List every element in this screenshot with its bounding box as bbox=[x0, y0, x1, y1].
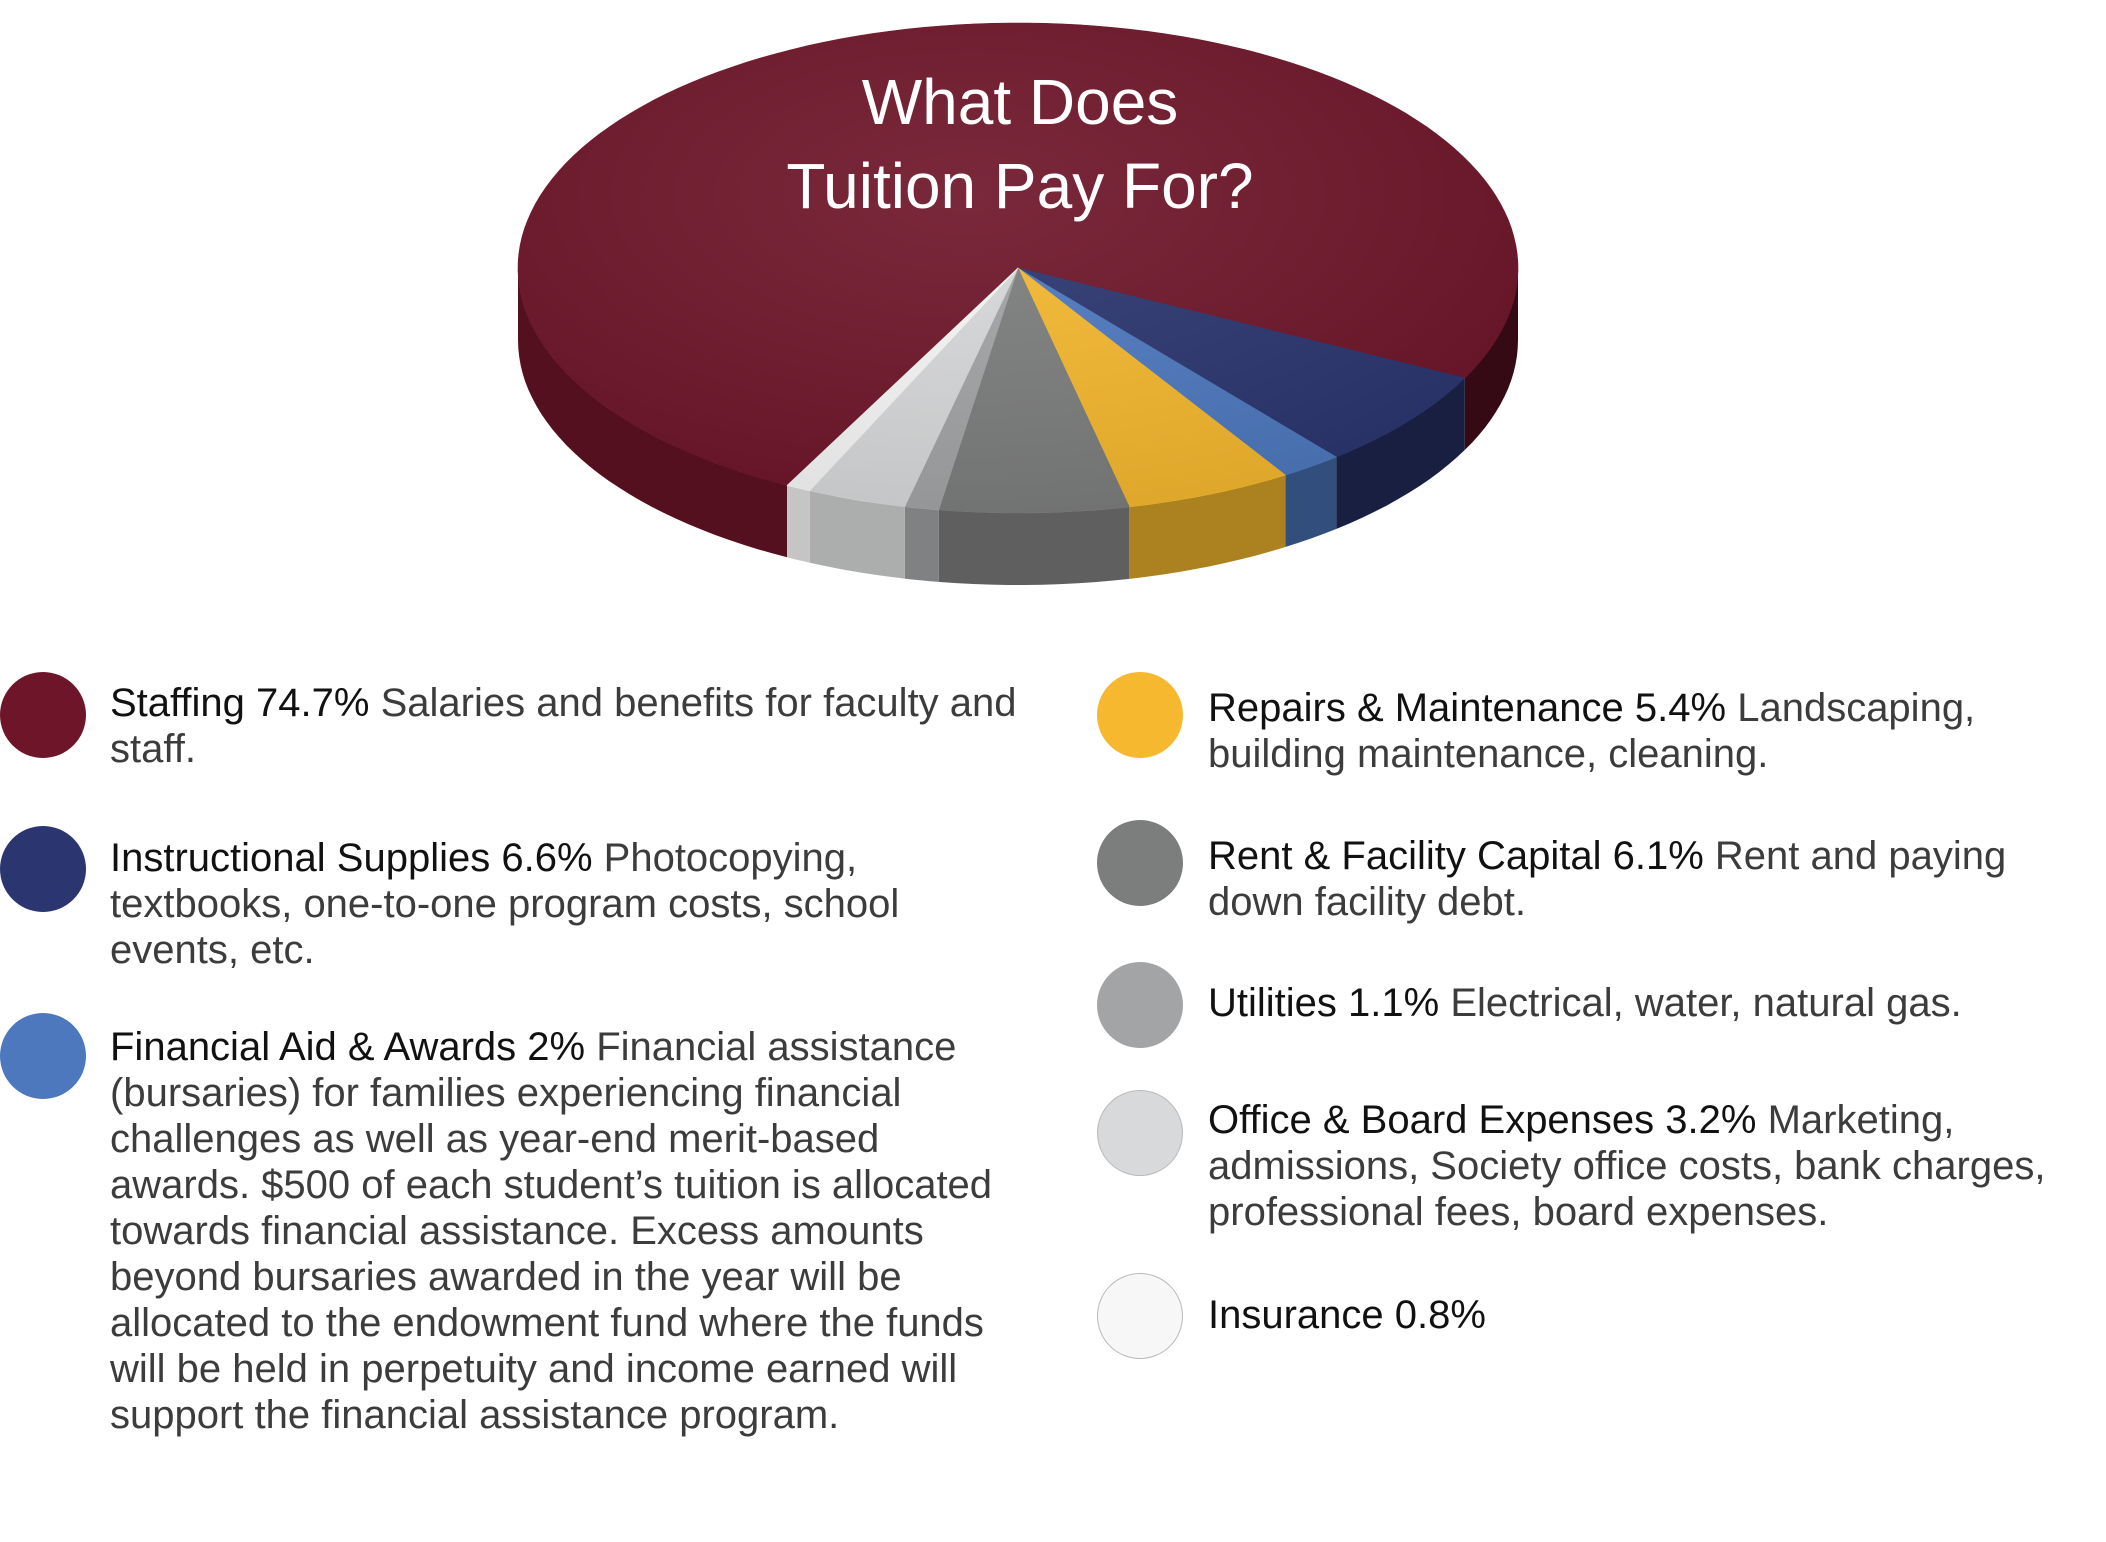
legend-text-utilities: Utilities 1.1% Electrical, water, natura… bbox=[1208, 980, 2088, 1026]
legend-swatch-instructional-supplies bbox=[0, 826, 86, 912]
pie-side-instructional-supplies bbox=[1336, 378, 1465, 529]
legend-text-staffing: Staffing 74.7% Salaries and benefits for… bbox=[110, 680, 1030, 772]
legend-description-instructional-supplies: Photocopying, textbooks, one-to-one prog… bbox=[110, 836, 900, 972]
legend-description-staffing: Salaries and benefits for faculty and st… bbox=[110, 681, 1017, 771]
legend-description-financial-aid-awards: Financial assistance (bursaries) for fam… bbox=[110, 1025, 993, 1437]
legend-swatch-insurance bbox=[1097, 1273, 1183, 1359]
pie-top-gloss bbox=[518, 23, 1518, 513]
legend-swatch-office-board-expenses bbox=[1097, 1090, 1183, 1176]
legend-description-repairs-maintenance: Landscaping, building maintenance, clean… bbox=[1208, 686, 1976, 776]
legend-description-rent-facility-capital: Rent and paying down facility debt. bbox=[1208, 834, 2007, 924]
legend-text-repairs-maintenance: Repairs & Maintenance 5.4% Landscaping, … bbox=[1208, 685, 2088, 777]
legend-swatch-rent-facility-capital bbox=[1097, 820, 1183, 906]
legend-text-instructional-supplies: Instructional Supplies 6.6% Photocopying… bbox=[110, 835, 1030, 973]
chart-title: What Does Tuition Pay For? bbox=[520, 60, 1520, 228]
pie-side-utilities bbox=[904, 506, 939, 582]
legend-text-office-board-expenses: Office & Board Expenses 3.2% Marketing, … bbox=[1208, 1097, 2088, 1235]
legend-value-financial-aid-awards: 2% bbox=[527, 1025, 586, 1069]
legend-swatch-utilities bbox=[1097, 962, 1183, 1048]
pie-side-rent-facility-capital bbox=[938, 506, 1130, 585]
legend-value-utilities: 1.1% bbox=[1348, 981, 1440, 1025]
legend-label-office-board-expenses: Office & Board Expenses bbox=[1208, 1098, 1655, 1142]
legend-text-insurance: Insurance 0.8% bbox=[1208, 1292, 2088, 1338]
chart-title-line-2: Tuition Pay For? bbox=[786, 150, 1254, 222]
legend-value-insurance: 0.8% bbox=[1394, 1293, 1486, 1337]
legend-swatch-staffing bbox=[0, 672, 86, 758]
pie-side-insurance bbox=[787, 485, 810, 563]
legend-label-insurance: Insurance bbox=[1208, 1293, 1384, 1337]
pie-side-staffing bbox=[518, 268, 788, 558]
legend-text-rent-facility-capital: Rent & Facility Capital 6.1% Rent and pa… bbox=[1208, 833, 2088, 925]
pie-side-staffing bbox=[1464, 268, 1518, 450]
chart-title-line-1: What Does bbox=[861, 66, 1179, 138]
legend-text-financial-aid-awards: Financial Aid & Awards 2% Financial assi… bbox=[110, 1024, 1030, 1438]
legend-value-office-board-expenses: 3.2% bbox=[1665, 1098, 1757, 1142]
legend-label-financial-aid-awards: Financial Aid & Awards bbox=[110, 1025, 517, 1069]
legend-label-rent-facility-capital: Rent & Facility Capital bbox=[1208, 834, 1602, 878]
legend-description-office-board-expenses: Marketing, admissions, Society office co… bbox=[1208, 1098, 2046, 1234]
pie-side-repairs-maintenance bbox=[1129, 475, 1286, 579]
legend-value-instructional-supplies: 6.6% bbox=[501, 836, 593, 880]
pie-side-office-board-expenses bbox=[809, 490, 905, 579]
legend-value-rent-facility-capital: 6.1% bbox=[1612, 834, 1704, 878]
legend-label-repairs-maintenance: Repairs & Maintenance bbox=[1208, 686, 1624, 730]
legend-value-repairs-maintenance: 5.4% bbox=[1634, 686, 1727, 730]
legend-label-staffing: Staffing bbox=[110, 681, 245, 725]
pie-side-financial-aid-awards bbox=[1285, 457, 1337, 547]
legend-swatch-financial-aid-awards bbox=[0, 1013, 86, 1099]
legend-label-instructional-supplies: Instructional Supplies bbox=[110, 836, 491, 880]
legend-value-staffing: 74.7% bbox=[256, 681, 370, 725]
legend-label-utilities: Utilities bbox=[1208, 981, 1337, 1025]
legend-swatch-repairs-maintenance bbox=[1097, 672, 1183, 758]
legend-description-utilities: Electrical, water, natural gas. bbox=[1450, 981, 1962, 1025]
